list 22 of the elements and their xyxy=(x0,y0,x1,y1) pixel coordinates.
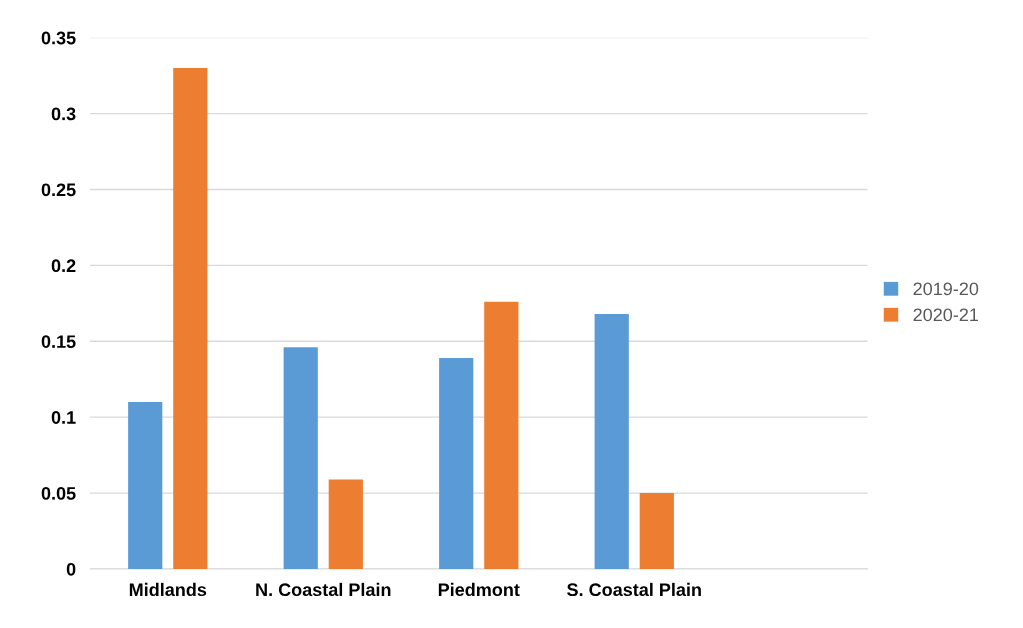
legend-label: 2019-20 xyxy=(913,282,979,296)
y-tick-label: 0 xyxy=(66,562,76,576)
bar xyxy=(484,301,519,569)
x-tick-label: Piedmont xyxy=(438,582,520,597)
legend-label: 2020-21 xyxy=(913,308,979,322)
y-tick-label: 0.25 xyxy=(41,183,76,197)
x-tick-label: Midlands xyxy=(129,582,207,597)
bar xyxy=(594,313,629,569)
bar xyxy=(639,493,674,569)
x-tick-label: N. Coastal Plain xyxy=(256,582,391,597)
y-tick-label: 0.1 xyxy=(51,411,76,424)
y-tick-label: 0.2 xyxy=(51,259,76,273)
x-tick-label: S. Coastal Plain xyxy=(567,582,701,597)
y-tick-label: 0.3 xyxy=(51,107,76,121)
bar xyxy=(283,347,318,569)
bar xyxy=(173,68,208,569)
y-tick-label: 0.35 xyxy=(41,31,76,45)
y-tick-label: 0.05 xyxy=(41,487,76,500)
bar xyxy=(328,479,363,569)
bar xyxy=(128,401,163,569)
bar xyxy=(439,357,474,569)
y-tick-label: 0.15 xyxy=(41,335,76,348)
